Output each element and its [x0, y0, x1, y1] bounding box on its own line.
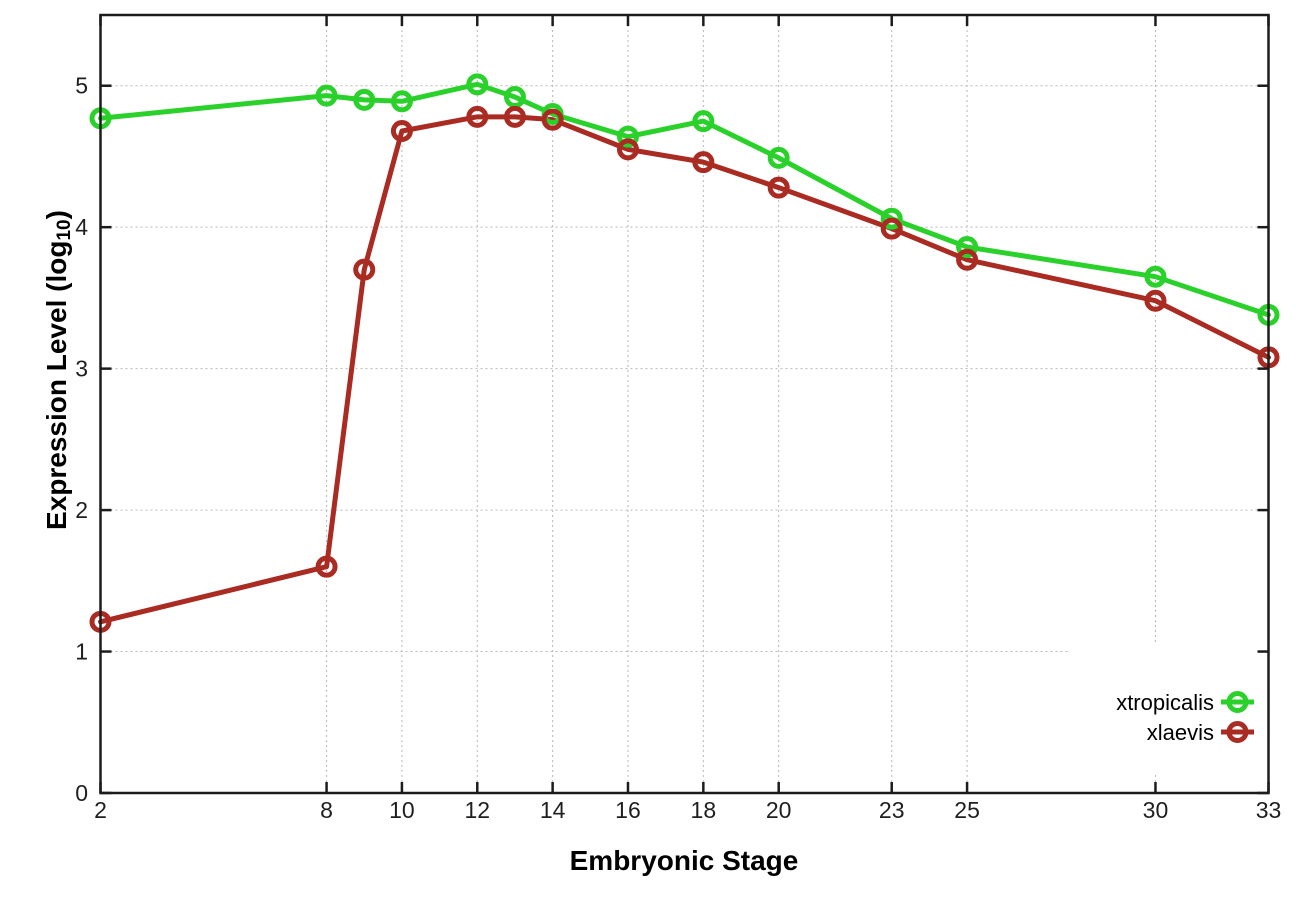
y-tick-label-0: 0: [75, 780, 88, 806]
x-tick-label-23: 23: [879, 797, 905, 823]
y-axis-title-subscript: 10: [54, 219, 76, 241]
data-point-xlaevis-stage-16: [616, 138, 639, 161]
data-point-xlaevis-stage-13: [503, 105, 526, 128]
x-tick-label-20: 20: [766, 797, 792, 823]
x-tick-label-30: 30: [1143, 797, 1169, 823]
series-line-xlaevis: [98, 114, 1271, 625]
legend-label-xtropicalis: xtropicalis: [1116, 690, 1214, 715]
data-point-xtropicalis-stage-30: [1144, 265, 1167, 288]
data-point-xtropicalis-stage-20: [767, 146, 790, 169]
x-tick-label-10: 10: [389, 797, 415, 823]
data-point-xtropicalis-stage-16: [616, 125, 639, 148]
data-point-xtropicalis-stage-25: [956, 235, 979, 258]
data-point-xlaevis-stage-18: [692, 151, 715, 174]
data-point-xtropicalis-stage-9: [353, 88, 376, 111]
data-point-xlaevis-stage-10: [390, 119, 413, 142]
data-point-xlaevis-stage-20: [767, 176, 790, 199]
x-tick-label-14: 14: [540, 797, 566, 823]
data-point-xlaevis-stage-25: [956, 248, 979, 271]
data-point-xlaevis-stage-23: [880, 217, 903, 240]
data-point-xtropicalis-stage-18: [692, 110, 715, 133]
x-tick-label-18: 18: [691, 797, 717, 823]
x-tick-label-2: 2: [94, 797, 107, 823]
y-axis-title-text: Expression Level (log: [41, 240, 72, 530]
legend-marker-icon-xtropicalis: [1226, 691, 1249, 713]
legend-marker-icon-xlaevis: [1226, 721, 1249, 743]
x-tick-label-16: 16: [615, 797, 641, 823]
data-point-xlaevis-stage-8: [315, 555, 338, 578]
data-point-xtropicalis-stage-23: [880, 207, 903, 230]
y-tick-label-1: 1: [75, 639, 88, 665]
data-point-xtropicalis-stage-10: [390, 90, 413, 113]
plot-border: [99, 13, 1270, 795]
y-axis-title-close-paren: ): [41, 210, 72, 220]
data-point-xtropicalis-stage-12: [466, 73, 489, 96]
data-point-xlaevis-stage-30: [1144, 289, 1167, 312]
x-tick-label-33: 33: [1256, 797, 1282, 823]
data-point-xlaevis-stage-12: [466, 105, 489, 128]
x-tick-label-8: 8: [320, 797, 333, 823]
legend-label-xlaevis: xlaevis: [1147, 720, 1214, 745]
y-tick-label-2: 2: [75, 497, 88, 523]
data-point-xtropicalis-stage-8: [315, 84, 338, 107]
x-tick-label-25: 25: [954, 797, 980, 823]
series-line-xtropicalis: [98, 81, 1271, 318]
x-axis-title: Embryonic Stage: [569, 845, 799, 876]
y-axis-title: Expression Level (log10): [35, 0, 79, 759]
y-tick-label-4: 4: [75, 214, 88, 240]
y-tick-label-5: 5: [75, 73, 88, 99]
data-point-xlaevis-stage-9: [353, 258, 376, 281]
data-point-xtropicalis-stage-13: [503, 86, 526, 109]
x-tick-label-12: 12: [464, 797, 490, 823]
data-point-xlaevis-stage-14: [541, 108, 564, 131]
y-tick-label-3: 3: [75, 356, 88, 382]
